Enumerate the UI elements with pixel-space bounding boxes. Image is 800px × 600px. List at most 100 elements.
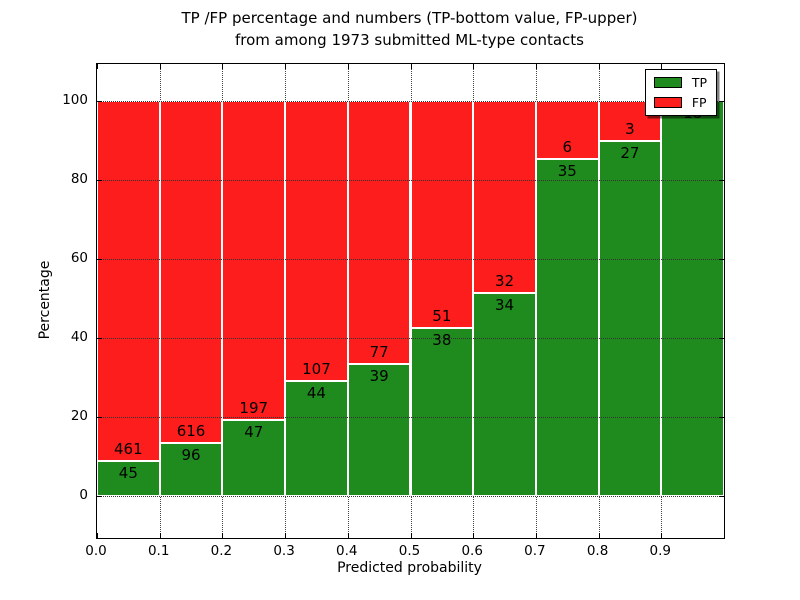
- y-tick-mark: [97, 338, 102, 340]
- bar-value-label-tp: 45: [118, 464, 138, 483]
- horizontal-gridline: [97, 101, 724, 103]
- x-tick-label: 0.0: [85, 543, 107, 559]
- y-tick-mark: [719, 101, 724, 103]
- y-axis-label: Percentage: [37, 260, 53, 340]
- bar-value-label-tp: 38: [432, 330, 452, 349]
- bar-segment-fp: [159, 101, 223, 444]
- x-tick-mark: [222, 64, 224, 69]
- y-tick-mark: [719, 259, 724, 261]
- y-tick-mark: [719, 417, 724, 419]
- x-tick-mark: [347, 64, 349, 69]
- bar-value-label-tp: 47: [244, 423, 264, 442]
- y-tick-label: 100: [62, 92, 88, 109]
- plot-area: TP FP 45 461 96 616 47 197 44 107 39 77 38 51 34 32 35 6…: [96, 63, 725, 539]
- y-tick-label: 40: [70, 329, 88, 346]
- x-tick-label: 0.8: [586, 543, 609, 559]
- x-tick-label: 0.5: [398, 543, 421, 559]
- legend-label-fp: FP: [691, 95, 707, 110]
- x-axis-label: Predicted probability: [337, 560, 482, 576]
- bar-segment-tp: [222, 420, 286, 497]
- x-tick-mark: [661, 64, 663, 69]
- bar-segment-fp: [473, 101, 536, 293]
- bar-segment-tp: [159, 443, 223, 497]
- x-tick-label: 0.9: [649, 543, 672, 559]
- bar-segment-tp: [285, 381, 348, 497]
- horizontal-gridline: [97, 417, 724, 419]
- y-tick-mark: [719, 180, 724, 182]
- x-tick-label: 0.2: [210, 543, 233, 559]
- y-tick-label: 20: [70, 408, 88, 425]
- bar-segment-fp: [535, 101, 599, 159]
- horizontal-gridline: [97, 180, 724, 182]
- x-tick-mark: [724, 533, 725, 538]
- bar-segment-tp: [97, 461, 160, 497]
- x-tick-mark: [473, 64, 475, 69]
- bar-segment-tp: [347, 363, 411, 497]
- x-tick-mark: [473, 533, 475, 538]
- chart-title-line1: TP /FP percentage and numbers (TP-bottom…: [181, 9, 638, 27]
- legend-swatch-fp: [653, 97, 682, 108]
- bar-value-label-fp: 3: [625, 119, 635, 138]
- x-tick-label: 0.6: [461, 543, 483, 559]
- y-tick-mark: [97, 180, 102, 182]
- bar-segment-fp: [222, 101, 286, 421]
- bar-segment-fp: [97, 101, 160, 462]
- x-tick-mark: [285, 64, 287, 69]
- x-tick-mark: [535, 64, 537, 69]
- x-tick-mark: [535, 533, 537, 538]
- legend-swatch-tp: [653, 77, 682, 88]
- bar-segment-tp: [661, 101, 724, 497]
- y-tick-mark: [719, 338, 724, 340]
- horizontal-gridline: [97, 338, 724, 340]
- legend: TP FP: [644, 69, 717, 116]
- bar-value-label-fp: 77: [369, 342, 389, 361]
- bar-segment-tp: [535, 159, 599, 497]
- x-tick-mark: [410, 533, 412, 538]
- chart-title: TP /FP percentage and numbers (TP-bottom…: [96, 7, 723, 51]
- bar-value-label-fp: 461: [114, 440, 143, 459]
- x-tick-mark: [97, 533, 98, 538]
- bar-value-label-tp: 96: [181, 446, 201, 465]
- bar-value-label-fp: 51: [432, 306, 452, 325]
- bar-segment-tp: [598, 140, 662, 497]
- x-tick-label: 0.4: [336, 543, 358, 559]
- chart-title-line2: from among 1973 submitted ML-type contac…: [235, 31, 584, 49]
- y-tick-mark: [97, 496, 102, 498]
- bar-value-label-fp: 107: [302, 360, 331, 379]
- bar-value-label-fp: 616: [176, 422, 206, 441]
- y-tick-mark: [97, 101, 102, 103]
- legend-item-tp: TP: [653, 75, 707, 90]
- bar-value-label-tp: 27: [620, 143, 640, 162]
- bar-value-label-tp: 39: [369, 366, 389, 385]
- x-tick-label: 0.7: [524, 543, 546, 559]
- x-tick-mark: [661, 533, 663, 538]
- bar-value-label-fp: 197: [239, 399, 269, 418]
- x-tick-mark: [285, 533, 287, 538]
- bar-segment-tp: [410, 327, 474, 497]
- y-tick-mark: [97, 417, 102, 419]
- legend-label-tp: TP: [691, 75, 707, 90]
- x-tick-mark: [159, 533, 161, 538]
- x-tick-label: 0.1: [147, 543, 170, 559]
- y-tick-label: 0: [79, 487, 88, 504]
- bar-segment-tp: [473, 292, 536, 497]
- x-tick-mark: [724, 64, 725, 69]
- legend-item-fp: FP: [653, 95, 707, 110]
- bar-value-label-fp: 6: [562, 138, 572, 156]
- bar-value-label-tp: 34: [494, 295, 515, 314]
- x-tick-mark: [598, 64, 600, 69]
- horizontal-gridline: [97, 259, 724, 261]
- y-tick-label: 60: [70, 250, 88, 267]
- bar-segment-fp: [347, 101, 411, 364]
- x-tick-mark: [347, 533, 349, 538]
- y-tick-mark: [719, 496, 724, 498]
- x-tick-mark: [159, 64, 161, 69]
- y-tick-mark: [97, 259, 102, 261]
- x-tick-mark: [97, 64, 98, 69]
- bar-value-label-fp: 32: [494, 271, 515, 290]
- y-tick-label: 80: [70, 171, 88, 188]
- x-tick-mark: [222, 533, 224, 538]
- bar-value-label-tp: 35: [557, 162, 577, 180]
- x-tick-label: 0.3: [273, 543, 295, 559]
